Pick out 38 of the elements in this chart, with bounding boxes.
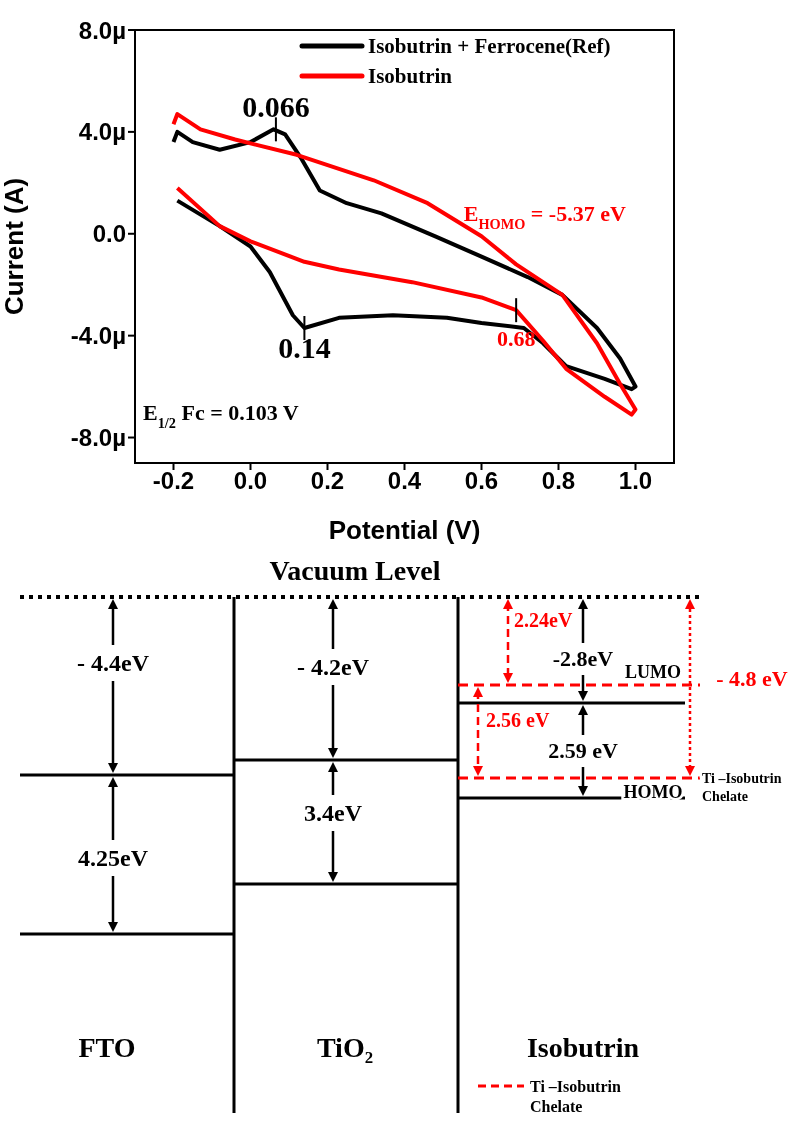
annotation: 0.066 (242, 90, 310, 124)
y-tick-label: -8.0µ (70, 424, 126, 452)
x-tick-label: 0.0 (233, 467, 268, 495)
x-axis-title: Potential (V) (328, 515, 481, 545)
x-tick-label: 0.2 (310, 467, 345, 495)
x-tick-label: 0.6 (464, 467, 499, 495)
y-axis-title: Current (A) (0, 177, 30, 316)
x-tick-label: 0.4 (387, 467, 422, 495)
category-label: Isobutrin (526, 1032, 640, 1063)
x-tick-label: -0.2 (152, 467, 195, 495)
y-tick-label: 0.0 (92, 220, 126, 248)
y-tick-label: 8.0µ (78, 16, 126, 44)
category-label: FTO (78, 1032, 136, 1063)
text: 3.4eV (304, 800, 363, 826)
text: LUMO (625, 662, 681, 682)
text: - 4.2eV (297, 654, 370, 680)
y-tick-label: 4.0µ (78, 118, 126, 146)
text: HOMO (623, 782, 683, 802)
text: Vacuum Level (269, 555, 441, 586)
legend-label: Isobutrin (368, 64, 453, 88)
text: - 4.8 eV (716, 666, 788, 691)
x-tick-label: 0.8 (541, 467, 576, 495)
text: 2.59 eV (548, 738, 618, 763)
text: - 4.4eV (77, 650, 150, 676)
annotation: 0.68 (496, 326, 536, 352)
legend-label: Isobutrin + Ferrocene(Ref) (368, 34, 611, 58)
text: 2.24eV (514, 609, 573, 631)
text: -2.8eV (552, 646, 614, 671)
annotation: 0.14 (278, 331, 331, 365)
x-tick-label: 1.0 (618, 467, 653, 495)
text: Ti –Isobutrin Chelate (702, 771, 782, 804)
category-label: TiO₂ (316, 1032, 374, 1063)
annotation: E$_{1/2}$ Fc = 0.103 V (143, 399, 299, 431)
text: 2.56 eV (486, 709, 550, 731)
annotation: E$_{HOMO}$ = -5.37 eV (463, 200, 626, 232)
text: 4.25eV (78, 845, 149, 871)
y-tick-label: -4.0µ (70, 322, 126, 350)
text: Ti –Isobutrin Chelate (530, 1078, 621, 1115)
